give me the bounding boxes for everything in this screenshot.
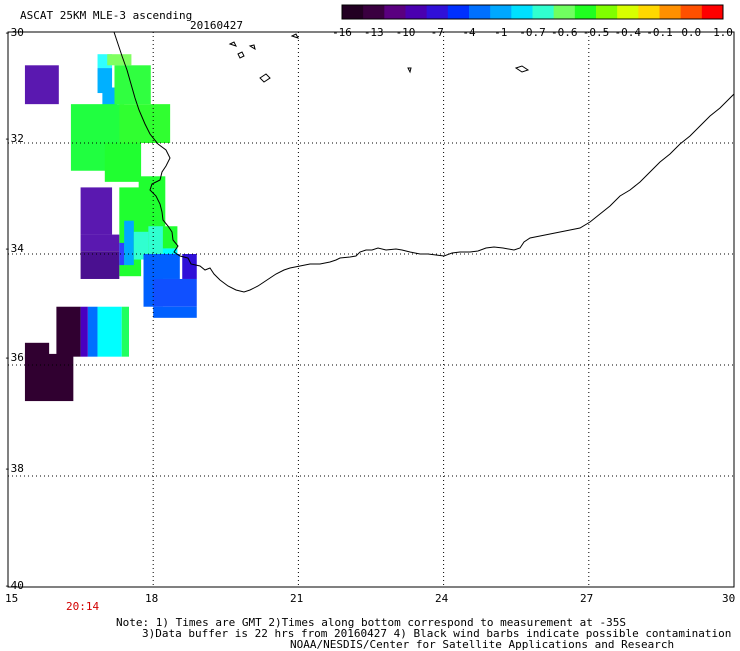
island-outline [407,67,412,74]
colorbar-swatch [363,5,385,19]
wind-cell [56,306,81,357]
colorbar-swatch [701,5,724,19]
wind-cell [133,231,149,260]
wind-cell [121,306,129,357]
colorbar: -16 -13 -10 -7 -4 -1 -0.7 -0.6 -0.5 -0.4 -0.1 0.0 1.… [332,4,733,39]
lat-label: -34 [4,242,24,255]
wind-cell [182,254,197,279]
lat-label: -32 [4,132,24,145]
lon-label: 24 [435,592,449,605]
colorbar-swatch [574,5,597,19]
island-outline [237,51,245,59]
colorbar-swatch [405,5,428,19]
colorbar-swatch [447,5,470,19]
colorbar-swatch [426,5,449,19]
lon-label: 27 [580,592,594,605]
map-frame [7,31,735,588]
lon-label: 21 [290,592,304,605]
wind-cell [153,306,197,318]
footnote-line-1: Note: 1) Times are GMT 2)Times along bot… [116,616,626,629]
colorbar-swatch [384,5,406,19]
colorbar-swatch [617,5,639,19]
island-outline [259,73,271,83]
pass-time-label: 20:14 [66,600,100,613]
lon-label: 30 [722,592,736,605]
colorbar-swatch [553,5,576,19]
colorbar-swatch [342,5,364,19]
wind-cell [97,68,113,94]
wind-cell [80,251,120,279]
wind-cell [80,234,120,252]
lat-label: -40 [4,579,24,592]
lon-label: 18 [145,592,159,605]
product-title: ASCAT 25KM MLE-3 ascending [20,9,193,22]
island-outline [290,33,299,39]
wind-cells [24,54,197,402]
wind-cell [97,306,122,357]
wind-cell [104,143,142,182]
lat-label: -36 [4,351,24,364]
colorbar-swatch [511,5,533,19]
footnote-line-2: 3)Data buffer is 22 hrs from 20160427 4)… [142,627,732,640]
lat-label: -30 [4,26,24,39]
wind-cell [153,278,197,307]
colorbar-swatch [532,5,555,19]
wind-cell [148,226,166,254]
wind-cell [143,254,180,279]
wind-cell [87,306,98,357]
wind-cell [80,187,113,235]
lat-lon-grid [7,31,735,588]
colorbar-swatch [680,5,703,19]
colorbar-swatch [469,5,491,19]
wind-cell [102,87,117,107]
wind-cell [24,353,74,402]
wind-cell [114,65,151,105]
colorbar-swatch [490,5,512,19]
wind-cell [119,242,125,266]
wind-cell [24,65,59,105]
lon-label: 15 [5,592,19,605]
lat-label: -38 [4,462,24,475]
island-outline [228,41,237,47]
wind-cell [107,54,132,66]
island-outline [514,65,530,73]
island-outline [248,44,256,51]
colorbar-swatch [638,5,660,19]
colorbar-frame [341,4,724,20]
product-date: 20160427 [190,19,243,32]
footnote-line-3: NOAA/NESDIS/Center for Satellite Applica… [290,638,675,651]
colorbar-swatch [596,5,618,19]
wind-cell [162,226,178,249]
wind-cell [80,306,88,357]
wind-cell [124,220,134,266]
coastline [113,31,735,293]
south-africa-coastline [113,31,735,293]
colorbar-swatch [659,5,682,19]
